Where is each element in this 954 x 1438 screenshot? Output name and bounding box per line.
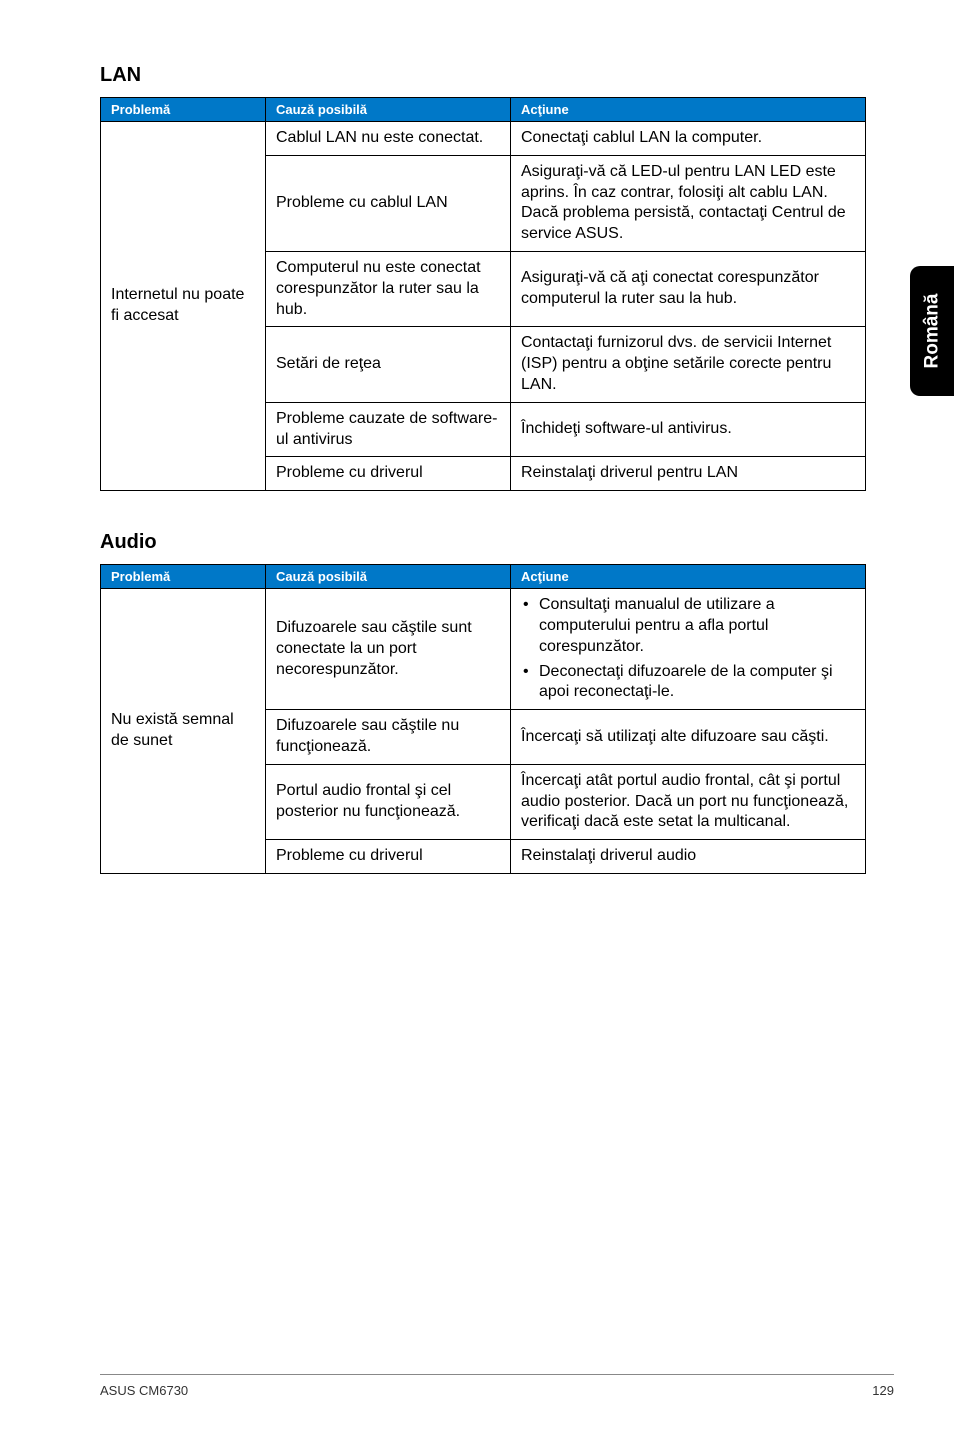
header-cause: Cauză posibilă xyxy=(266,98,511,122)
section-title-lan: LAN xyxy=(100,64,894,87)
action-cell: Asiguraţi-vă că LED-ul pentru LAN LED es… xyxy=(511,155,866,251)
cause-cell: Probleme cu driverul xyxy=(266,840,511,874)
language-label: Română xyxy=(921,294,943,369)
audio-table: Problemă Cauză posibilă Acţiune Nu exist… xyxy=(100,564,866,874)
page-content: LAN Problemă Cauză posibilă Acţiune Inte… xyxy=(0,0,954,874)
lan-table: Problemă Cauză posibilă Acţiune Internet… xyxy=(100,97,866,491)
cause-cell: Setări de reţea xyxy=(266,327,511,402)
action-cell: Conectaţi cablul LAN la computer. xyxy=(511,122,866,156)
action-cell: Încercaţi atât portul audio frontal, cât… xyxy=(511,764,866,839)
action-cell: Asiguraţi-vă că aţi conectat corespunzăt… xyxy=(511,251,866,326)
list-item: Consultaţi manualul de utilizare a compu… xyxy=(521,595,855,657)
table-header-row: Problemă Cauză posibilă Acţiune xyxy=(101,98,866,122)
page-footer: ASUS CM6730 129 xyxy=(100,1374,894,1398)
cause-cell: Probleme cu cablul LAN xyxy=(266,155,511,251)
problem-cell: Internetul nu poate fi accesat xyxy=(101,122,266,491)
action-cell: Reinstalaţi driverul pentru LAN xyxy=(511,457,866,491)
action-cell: Reinstalaţi driverul audio xyxy=(511,840,866,874)
action-cell: Consultaţi manualul de utilizare a compu… xyxy=(511,589,866,710)
section-title-audio: Audio xyxy=(100,531,894,554)
header-problem: Problemă xyxy=(101,565,266,589)
header-action: Acţiune xyxy=(511,98,866,122)
cause-cell: Probleme cauzate de software-ul antiviru… xyxy=(266,402,511,457)
header-cause: Cauză posibilă xyxy=(266,565,511,589)
action-cell: Încercaţi să utilizaţi alte difuzoare sa… xyxy=(511,710,866,765)
action-cell: Închideţi software-ul antivirus. xyxy=(511,402,866,457)
cause-cell: Portul audio frontal şi cel posterior nu… xyxy=(266,764,511,839)
cause-cell: Probleme cu driverul xyxy=(266,457,511,491)
cause-cell: Difuzoarele sau căştile sunt conectate l… xyxy=(266,589,511,710)
table-header-row: Problemă Cauză posibilă Acţiune xyxy=(101,565,866,589)
language-tab: Română xyxy=(910,266,954,396)
cause-cell: Cablul LAN nu este conectat. xyxy=(266,122,511,156)
footer-product: ASUS CM6730 xyxy=(100,1383,188,1398)
header-problem: Problemă xyxy=(101,98,266,122)
header-action: Acţiune xyxy=(511,565,866,589)
cause-cell: Difuzoarele sau căştile nu funcţionează. xyxy=(266,710,511,765)
problem-cell: Nu există semnal de sunet xyxy=(101,589,266,874)
cause-cell: Computerul nu este conectat corespunzăto… xyxy=(266,251,511,326)
action-cell: Contactaţi furnizorul dvs. de servicii I… xyxy=(511,327,866,402)
action-list: Consultaţi manualul de utilizare a compu… xyxy=(521,595,855,703)
table-row: Internetul nu poate fi accesat Cablul LA… xyxy=(101,122,866,156)
footer-page-number: 129 xyxy=(872,1383,894,1398)
table-row: Nu există semnal de sunet Difuzoarele sa… xyxy=(101,589,866,710)
list-item: Deconectaţi difuzoarele de la computer ş… xyxy=(521,662,855,704)
